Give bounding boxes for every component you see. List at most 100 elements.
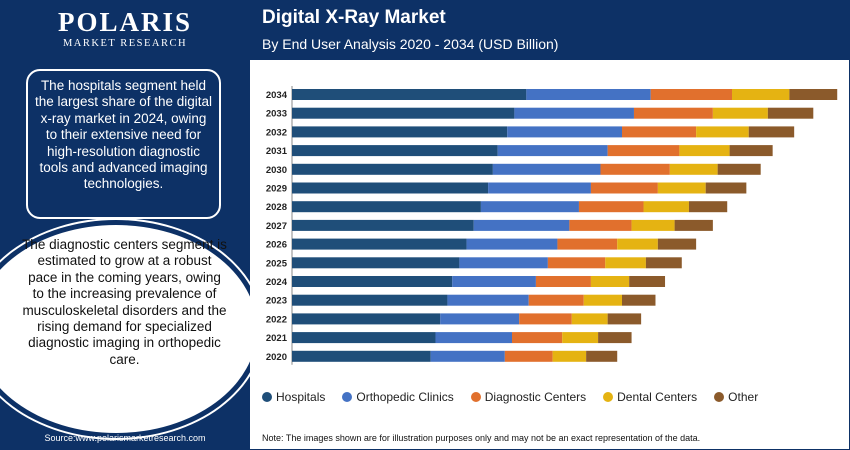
illustration-note: Note: The images shown are for illustrat… bbox=[262, 433, 701, 443]
y-tick-label: 2029 bbox=[266, 184, 287, 195]
stacked-bar-chart: 2034 2033 2032 2031 2030 2029 2028 2027 2026 2025… bbox=[266, 86, 838, 365]
legend-label: Orthopedic Clinics bbox=[356, 390, 454, 404]
bar-segment-other bbox=[674, 219, 713, 231]
bar-segment-other bbox=[717, 163, 761, 175]
chart-legend: Hospitals Orthopedic Clinics Diagnostic Ce… bbox=[262, 389, 775, 405]
legend-label: Diagnostic Centers bbox=[484, 390, 587, 404]
bar-segment-diagnostic-centers bbox=[622, 126, 697, 138]
bar-segment-orthopedic-clinics bbox=[466, 238, 558, 250]
bar-segment-other bbox=[645, 257, 682, 269]
bar-segment-hospitals bbox=[292, 182, 489, 194]
legend-item: Diagnostic Centers bbox=[470, 389, 587, 405]
y-tick-label: 2026 bbox=[266, 240, 287, 251]
bar-segment-hospitals bbox=[292, 332, 436, 344]
bar-segment-orthopedic-clinics bbox=[447, 294, 529, 306]
legend-label: Dental Centers bbox=[617, 390, 698, 404]
y-tick-label: 2027 bbox=[266, 221, 287, 232]
bar-segment-hospitals bbox=[292, 163, 493, 175]
legend-item: Dental Centers bbox=[603, 389, 697, 405]
bar-segment-hospitals bbox=[292, 126, 508, 138]
y-tick-label: 2032 bbox=[266, 127, 287, 138]
bar-segment-orthopedic-clinics bbox=[473, 219, 570, 231]
bar-segment-dental-centers bbox=[643, 201, 689, 213]
bar-segment-dental-centers bbox=[583, 294, 622, 306]
title-bar: Digital X-Ray Market By End User Analysi… bbox=[250, 0, 850, 60]
bar-segment-dental-centers bbox=[732, 89, 790, 100]
polaris-logo: POLARIS MARKET RESEARCH bbox=[20, 6, 230, 50]
bar-segment-hospitals bbox=[292, 276, 453, 287]
bar-segment-diagnostic-centers bbox=[607, 145, 680, 157]
left-panel: POLARIS MARKET RESEARCH The hospitals se… bbox=[0, 0, 250, 450]
bar-segment-diagnostic-centers bbox=[512, 332, 563, 344]
y-tick-label: 2024 bbox=[266, 277, 288, 288]
legend-item: Hospitals bbox=[262, 389, 325, 405]
bar-segment-other bbox=[657, 238, 697, 250]
bar-segment-orthopedic-clinics bbox=[459, 257, 548, 269]
legend-swatch bbox=[603, 392, 614, 402]
bar-segment-dental-centers bbox=[571, 313, 608, 325]
bar-segment-orthopedic-clinics bbox=[435, 332, 512, 344]
bar-segment-other bbox=[622, 294, 656, 306]
logo-name: POLARIS bbox=[57, 7, 193, 37]
bar-segment-other bbox=[607, 313, 642, 325]
bar-segment-hospitals bbox=[292, 201, 481, 213]
bar-segment-dental-centers bbox=[631, 219, 675, 231]
bar-segment-hospitals bbox=[292, 219, 474, 231]
chart-subtitle: By End User Analysis 2020 - 2034 (USD Bi… bbox=[262, 36, 559, 52]
bar-segment-dental-centers bbox=[712, 107, 768, 119]
bar-segment-dental-centers bbox=[605, 257, 646, 269]
bar-segment-hospitals bbox=[292, 313, 441, 325]
bar-segment-other bbox=[705, 182, 747, 194]
legend-swatch bbox=[714, 392, 725, 402]
bar-segment-diagnostic-centers bbox=[528, 294, 584, 306]
bar-segment-other bbox=[629, 276, 666, 287]
bar-segment-other bbox=[789, 89, 838, 100]
legend-swatch bbox=[342, 392, 353, 402]
bar-segment-dental-centers bbox=[590, 276, 630, 287]
bar-segment-orthopedic-clinics bbox=[497, 145, 608, 157]
bar-segment-diagnostic-centers bbox=[519, 313, 572, 325]
bar-segment-other bbox=[748, 126, 795, 138]
bar-segment-diagnostic-centers bbox=[504, 350, 553, 362]
y-tick-label: 2030 bbox=[266, 165, 287, 176]
bar-segment-dental-centers bbox=[696, 126, 749, 138]
hospitals-insight-box: The hospitals segment held the largest s… bbox=[26, 69, 221, 219]
bar-segment-hospitals bbox=[292, 257, 460, 269]
bar-segment-orthopedic-clinics bbox=[488, 182, 591, 194]
legend-label: Other bbox=[728, 390, 759, 404]
bar-segment-orthopedic-clinics bbox=[480, 201, 579, 213]
bar-segment-diagnostic-centers bbox=[590, 182, 658, 194]
bar-segment-diagnostic-centers bbox=[557, 238, 618, 250]
bar-segment-other bbox=[598, 332, 632, 344]
bar-segment-hospitals bbox=[292, 145, 498, 157]
bar-segment-orthopedic-clinics bbox=[452, 276, 536, 287]
diagnostic-insight-text: The diagnostic centers segment is estima… bbox=[22, 237, 227, 367]
bar-segment-orthopedic-clinics bbox=[440, 313, 520, 325]
bar-segment-diagnostic-centers bbox=[535, 276, 591, 287]
y-tick-label: 2034 bbox=[266, 90, 288, 101]
bar-segment-other bbox=[586, 350, 618, 362]
legend-item: Orthopedic Clinics bbox=[342, 389, 454, 405]
bar-segment-orthopedic-clinics bbox=[507, 126, 622, 138]
bar-segment-diagnostic-centers bbox=[633, 107, 713, 119]
chart-title: Digital X-Ray Market bbox=[262, 7, 446, 28]
bar-segment-other bbox=[729, 145, 773, 157]
bar-segment-hospitals bbox=[292, 350, 431, 362]
bar-segment-diagnostic-centers bbox=[600, 163, 670, 175]
bar-segment-dental-centers bbox=[562, 332, 599, 344]
bar-segment-hospitals bbox=[292, 238, 467, 250]
bar-segment-diagnostic-centers bbox=[578, 201, 644, 213]
y-tick-label: 2023 bbox=[266, 296, 287, 307]
bar-segment-orthopedic-clinics bbox=[430, 350, 505, 362]
y-tick-label: 2020 bbox=[266, 352, 287, 363]
y-tick-label: 2031 bbox=[266, 146, 288, 157]
bar-segment-hospitals bbox=[292, 294, 448, 306]
bar-segment-orthopedic-clinics bbox=[526, 89, 651, 100]
bar-segment-other bbox=[767, 107, 814, 119]
bar-segment-dental-centers bbox=[657, 182, 706, 194]
bar-segment-hospitals bbox=[292, 89, 527, 100]
source-text: Source:www.polarismarketresearch.com bbox=[44, 433, 206, 443]
bar-segment-dental-centers bbox=[552, 350, 587, 362]
bar-segment-other bbox=[688, 201, 728, 213]
bar-segment-diagnostic-centers bbox=[650, 89, 732, 100]
